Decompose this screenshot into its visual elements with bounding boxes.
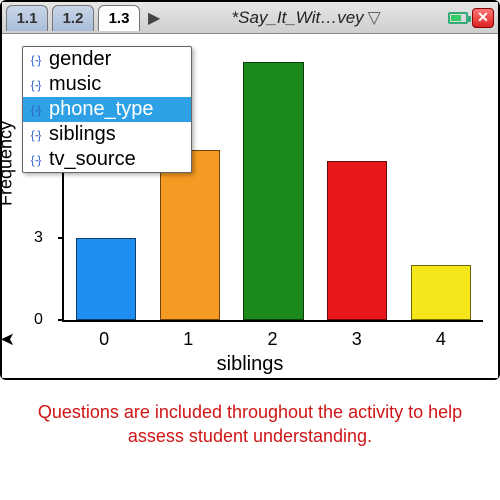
statusbar-icons: ✕ xyxy=(448,8,494,28)
x-tick-label: 3 xyxy=(315,329,399,350)
tab-1-1[interactable]: 1.1 xyxy=(6,5,48,31)
dropdown-option-label: phone_type xyxy=(49,98,154,121)
variable-dropdown[interactable]: ∙∙gender∙∙music∙∙phone_type∙∙siblings∙∙t… xyxy=(22,46,192,173)
dropdown-option-label: tv_source xyxy=(49,148,136,171)
list-icon: ∙∙ xyxy=(27,76,45,94)
x-tick-labels: 01234 xyxy=(62,329,483,350)
x-tick-label: 1 xyxy=(146,329,230,350)
bar-2[interactable] xyxy=(243,62,303,320)
x-axis-title: siblings xyxy=(2,353,498,376)
document-title[interactable]: *Say_It_Wit…vey▽ xyxy=(168,8,444,28)
mouse-cursor-icon: ➤ xyxy=(0,329,15,350)
tab-1-3[interactable]: 1.3 xyxy=(98,5,140,31)
chevron-down-icon: ▽ xyxy=(368,8,381,27)
dropdown-option-label: siblings xyxy=(49,123,116,146)
dropdown-option-phone_type[interactable]: ∙∙phone_type xyxy=(23,97,191,122)
x-tick-label: 0 xyxy=(62,329,146,350)
tab-strip: 1.11.21.3 xyxy=(6,5,140,31)
y-axis-title: Frequency xyxy=(0,121,17,206)
dropdown-option-gender[interactable]: ∙∙gender xyxy=(23,47,191,72)
dropdown-option-siblings[interactable]: ∙∙siblings xyxy=(23,122,191,147)
bar-0[interactable] xyxy=(76,238,136,320)
list-icon: ∙∙ xyxy=(27,126,45,144)
bar-slot xyxy=(232,46,316,320)
x-tick-label: 2 xyxy=(230,329,314,350)
y-tick-mark xyxy=(58,237,64,239)
list-icon: ∙∙ xyxy=(27,151,45,169)
dropdown-option-label: music xyxy=(49,73,101,96)
y-tick-label: 3 xyxy=(34,229,43,247)
tab-next-icon[interactable]: ▶ xyxy=(144,8,164,28)
bar-4[interactable] xyxy=(411,265,471,320)
dropdown-option-tv_source[interactable]: ∙∙tv_source xyxy=(23,147,191,172)
document-title-text: *Say_It_Wit…vey xyxy=(232,8,364,27)
battery-icon xyxy=(448,12,468,24)
tab-1-2[interactable]: 1.2 xyxy=(52,5,94,31)
x-tick-label: 4 xyxy=(399,329,483,350)
dropdown-option-label: gender xyxy=(49,48,111,71)
dropdown-option-music[interactable]: ∙∙music xyxy=(23,72,191,97)
title-bar: 1.11.21.3 ▶ *Say_It_Wit…vey▽ ✕ xyxy=(2,2,498,34)
bar-1[interactable] xyxy=(160,150,220,320)
list-icon: ∙∙ xyxy=(27,51,45,69)
y-tick-label: 0 xyxy=(34,311,43,329)
bar-3[interactable] xyxy=(327,161,387,320)
close-button[interactable]: ✕ xyxy=(472,8,494,28)
caption-text: Questions are included throughout the ac… xyxy=(0,380,500,449)
list-icon: ∙∙ xyxy=(27,101,45,119)
y-tick-mark xyxy=(58,319,64,321)
bar-slot xyxy=(315,46,399,320)
bar-slot xyxy=(399,46,483,320)
app-window: 1.11.21.3 ▶ *Say_It_Wit…vey▽ ✕ Frequency… xyxy=(0,0,500,380)
